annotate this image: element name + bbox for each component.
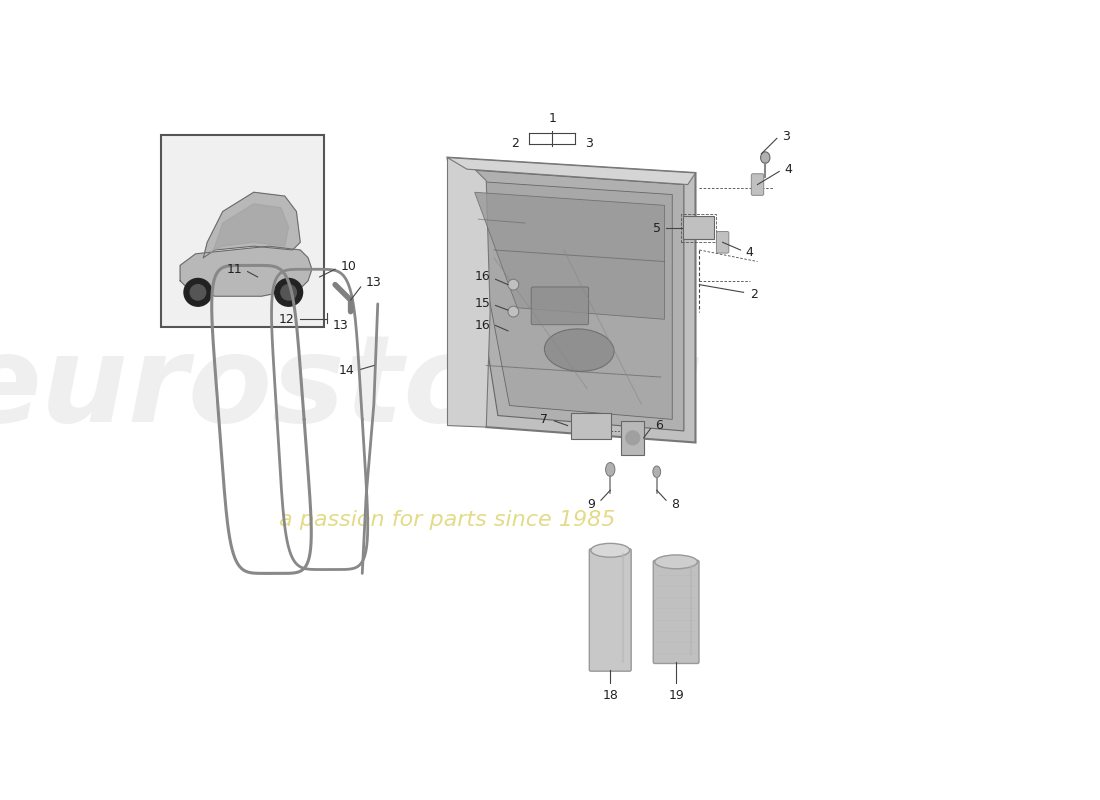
Ellipse shape bbox=[654, 555, 697, 569]
Circle shape bbox=[626, 431, 640, 445]
Text: 12: 12 bbox=[278, 313, 294, 326]
Text: 11: 11 bbox=[227, 262, 242, 276]
Circle shape bbox=[190, 285, 206, 300]
FancyBboxPatch shape bbox=[621, 421, 645, 455]
Text: 6: 6 bbox=[656, 419, 663, 432]
Polygon shape bbox=[466, 181, 672, 419]
Circle shape bbox=[508, 306, 519, 317]
Ellipse shape bbox=[760, 152, 770, 163]
Text: 2: 2 bbox=[750, 288, 758, 301]
Polygon shape bbox=[448, 158, 491, 427]
Circle shape bbox=[508, 279, 519, 290]
Text: eurostores: eurostores bbox=[0, 330, 704, 447]
FancyBboxPatch shape bbox=[590, 549, 631, 671]
FancyBboxPatch shape bbox=[716, 231, 729, 253]
Text: 18: 18 bbox=[603, 689, 618, 702]
FancyBboxPatch shape bbox=[653, 560, 698, 663]
Text: 10: 10 bbox=[341, 261, 356, 274]
Text: 3: 3 bbox=[585, 138, 593, 150]
FancyBboxPatch shape bbox=[751, 174, 763, 195]
FancyBboxPatch shape bbox=[683, 216, 714, 239]
Polygon shape bbox=[180, 246, 312, 296]
Text: 14: 14 bbox=[339, 364, 354, 378]
Polygon shape bbox=[211, 204, 288, 254]
Text: 7: 7 bbox=[540, 413, 548, 426]
Circle shape bbox=[280, 285, 296, 300]
FancyBboxPatch shape bbox=[571, 414, 610, 439]
Ellipse shape bbox=[606, 462, 615, 476]
Text: 8: 8 bbox=[671, 498, 679, 510]
Ellipse shape bbox=[544, 329, 614, 371]
FancyBboxPatch shape bbox=[531, 287, 588, 325]
Text: 4: 4 bbox=[784, 162, 792, 176]
Circle shape bbox=[275, 278, 302, 306]
Text: 5: 5 bbox=[652, 222, 661, 235]
Text: a passion for parts since 1985: a passion for parts since 1985 bbox=[279, 510, 616, 530]
Ellipse shape bbox=[653, 466, 661, 478]
Text: 3: 3 bbox=[782, 130, 790, 142]
Text: 4: 4 bbox=[746, 246, 754, 259]
Text: 2: 2 bbox=[510, 138, 519, 150]
Text: 9: 9 bbox=[587, 498, 595, 510]
Ellipse shape bbox=[591, 543, 629, 558]
Bar bbox=[161, 134, 323, 327]
Polygon shape bbox=[204, 192, 300, 258]
Text: 19: 19 bbox=[669, 689, 684, 702]
Polygon shape bbox=[448, 158, 695, 185]
Polygon shape bbox=[448, 158, 695, 442]
Polygon shape bbox=[459, 169, 684, 431]
Text: 1: 1 bbox=[548, 112, 557, 126]
Circle shape bbox=[184, 278, 212, 306]
Polygon shape bbox=[474, 192, 664, 319]
Text: 13: 13 bbox=[333, 319, 349, 332]
Text: 16: 16 bbox=[474, 270, 491, 283]
Text: 16: 16 bbox=[474, 319, 491, 332]
Text: 15: 15 bbox=[474, 298, 491, 310]
Text: 13: 13 bbox=[366, 276, 382, 289]
